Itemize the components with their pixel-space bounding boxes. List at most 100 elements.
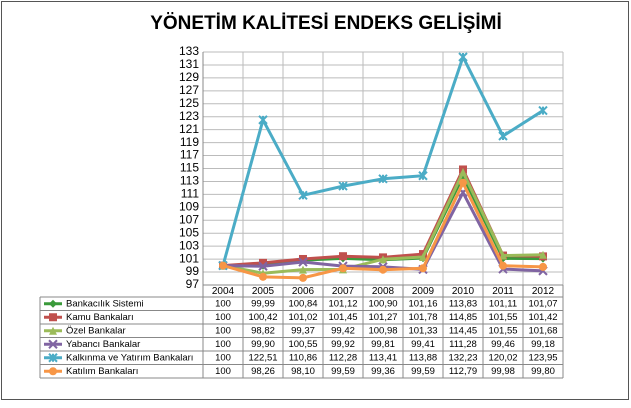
y-tick-label: 121 — [179, 122, 199, 136]
x-tick-label: 2005 — [252, 286, 275, 297]
table-cell: 120,02 — [488, 352, 517, 363]
marker — [498, 131, 508, 141]
y-tick-label: 103 — [179, 238, 199, 252]
marker — [298, 257, 308, 267]
table-cell: 111,28 — [449, 339, 477, 350]
table-cell: 101,55 — [488, 312, 517, 323]
frame — [1, 1, 629, 400]
legend-marker — [49, 299, 57, 308]
table-cell: 101,07 — [528, 298, 557, 309]
table-cell: 99,42 — [331, 325, 355, 336]
marker — [499, 261, 507, 270]
table-cell: 99,80 — [531, 366, 555, 377]
y-tick-label: 113 — [180, 174, 199, 188]
table-cell: 99,36 — [371, 366, 395, 377]
y-tick-label: 133 — [179, 44, 199, 58]
table-cell: 100,42 — [248, 312, 277, 323]
marker — [339, 252, 347, 261]
table-cell: 100 — [215, 339, 231, 350]
table-cell: 101,12 — [328, 298, 357, 309]
marker — [338, 181, 348, 191]
marker — [459, 168, 467, 177]
y-tick-label: 107 — [179, 212, 199, 226]
y-tick-label: 129 — [179, 70, 199, 84]
y-tick-label: 115 — [180, 161, 199, 175]
marker — [298, 190, 308, 201]
marker — [418, 171, 428, 181]
marker — [378, 174, 388, 184]
y-tick-label: 117 — [180, 148, 199, 162]
table-cell: 114,85 — [449, 312, 477, 323]
marker — [419, 264, 427, 273]
marker — [419, 252, 427, 261]
table-cell: 113,83 — [449, 298, 477, 309]
table-cell: 132,23 — [448, 352, 477, 363]
table-cell: 99,18 — [531, 339, 555, 350]
table-cell: 101,33 — [408, 325, 437, 336]
y-tick-label: 105 — [179, 225, 199, 239]
y-tick-label: 109 — [179, 200, 199, 214]
table-cell: 99,46 — [491, 339, 515, 350]
table-cell: 122,51 — [248, 352, 277, 363]
table-cell: 113,41 — [369, 352, 397, 363]
table-cell: 99,99 — [251, 298, 275, 309]
table-cell: 100 — [215, 298, 231, 309]
legend-marker — [49, 313, 57, 322]
x-tick-label: 2010 — [452, 286, 475, 297]
table-cell: 98,10 — [291, 366, 315, 377]
table-cell: 101,55 — [488, 325, 517, 336]
x-tick-label: 2008 — [372, 286, 395, 297]
x-tick-label: 2009 — [412, 286, 435, 297]
table-cell: 123,95 — [528, 352, 557, 363]
marker — [258, 261, 268, 271]
table-cell: 101,42 — [528, 312, 557, 323]
table-cell: 100,55 — [288, 339, 317, 350]
legend-label: Katılım Bankaları — [66, 366, 138, 377]
legend-label: Kamu Bankaları — [66, 312, 134, 323]
legend-label: Yabancı Bankalar — [66, 339, 140, 350]
marker — [538, 105, 548, 116]
legend-label: Bankacılık Sistemi — [66, 298, 144, 309]
x-tick-label: 2012 — [532, 286, 555, 297]
legend-marker — [49, 367, 57, 376]
table-cell: 98,82 — [251, 325, 275, 336]
table-cell: 100 — [215, 366, 231, 377]
table-cell: 98,26 — [251, 366, 275, 377]
table-cell: 113,88 — [409, 352, 437, 363]
table-cell: 112,79 — [449, 366, 477, 377]
table-cell: 101,27 — [368, 312, 397, 323]
table-cell: 100,98 — [368, 325, 397, 336]
legend-marker — [49, 326, 57, 335]
x-tick-label: 2004 — [212, 286, 235, 297]
table-cell: 99,41 — [411, 339, 435, 350]
marker — [258, 115, 268, 125]
y-tick-label: 125 — [179, 96, 199, 110]
table-cell: 100 — [215, 325, 231, 336]
marker — [499, 251, 507, 260]
table-cell: 114,45 — [449, 325, 477, 336]
x-tick-label: 2007 — [332, 286, 355, 297]
table-cell: 99,59 — [331, 366, 355, 377]
table-cell: 99,90 — [251, 339, 275, 350]
marker — [299, 254, 307, 263]
y-tick-label: 111 — [181, 187, 200, 201]
y-tick-label: 123 — [179, 109, 199, 123]
table-cell: 101,68 — [528, 325, 557, 336]
y-tick-label: 119 — [180, 135, 199, 149]
table-cell: 99,59 — [411, 366, 435, 377]
table-cell: 101,16 — [408, 298, 437, 309]
marker — [339, 264, 347, 273]
y-tick-label: 99 — [186, 264, 200, 278]
table-cell: 99,37 — [291, 325, 315, 336]
x-tick-label: 2006 — [292, 286, 315, 297]
marker — [539, 262, 547, 271]
marker — [379, 255, 387, 264]
table-cell: 99,81 — [371, 339, 395, 350]
y-tick-label: 127 — [179, 83, 199, 97]
y-tick-label: 97 — [186, 277, 200, 291]
table-cell: 101,78 — [408, 312, 437, 323]
table-cell: 100,90 — [368, 298, 397, 309]
marker — [458, 52, 468, 62]
marker — [259, 258, 267, 267]
